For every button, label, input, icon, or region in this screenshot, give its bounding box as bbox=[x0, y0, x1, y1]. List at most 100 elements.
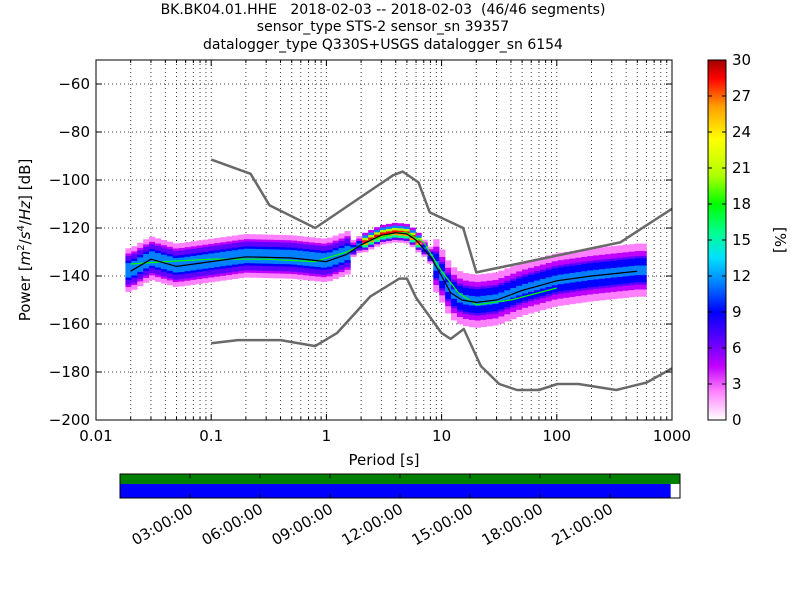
heatmap-cell bbox=[604, 258, 612, 262]
heatmap-cell bbox=[581, 285, 588, 289]
heatmap-cell bbox=[486, 273, 493, 276]
heatmap-cell bbox=[196, 281, 203, 284]
heatmap-cell bbox=[178, 269, 185, 272]
heatmap-cell bbox=[267, 241, 274, 245]
heatmap-cell bbox=[587, 296, 594, 300]
heatmap-cell bbox=[610, 262, 618, 266]
heatmap-cell bbox=[492, 296, 499, 300]
heatmap-cell bbox=[622, 247, 629, 250]
heatmap-cell bbox=[563, 290, 570, 293]
heatmap-cell bbox=[610, 284, 618, 288]
heatmap-cell bbox=[320, 238, 328, 242]
heatmap-cell bbox=[504, 304, 511, 308]
heatmap-cell bbox=[208, 255, 215, 259]
heatmap-cell bbox=[622, 252, 629, 255]
heatmap-cell bbox=[533, 294, 541, 298]
heatmap-cell bbox=[528, 310, 535, 314]
heatmap-cell bbox=[533, 301, 541, 305]
heatmap-cell bbox=[640, 286, 647, 290]
heatmap-cell bbox=[267, 275, 274, 279]
heatmap-cell bbox=[516, 280, 523, 284]
heatmap-cell bbox=[243, 236, 251, 240]
heatmap-cell bbox=[214, 247, 221, 251]
heatmap-cell bbox=[149, 241, 156, 245]
heatmap-cell bbox=[522, 290, 529, 294]
heatmap-cell bbox=[149, 248, 156, 252]
heatmap-cell bbox=[314, 261, 322, 265]
heatmap-cell bbox=[569, 263, 576, 266]
heatmap-cell bbox=[563, 266, 570, 269]
heatmap-cell bbox=[504, 270, 511, 274]
heatmap-cell bbox=[522, 297, 529, 301]
heatmap-cell bbox=[628, 272, 635, 276]
heatmap-cell bbox=[593, 298, 600, 302]
heatmap-cell bbox=[255, 241, 262, 245]
heatmap-cell bbox=[456, 316, 464, 320]
heatmap-cell bbox=[403, 226, 410, 229]
heatmap-cell bbox=[172, 274, 179, 278]
heatmap-cell bbox=[155, 257, 162, 261]
heatmap-cell bbox=[427, 253, 434, 257]
heatmap-cell bbox=[539, 305, 547, 308]
heatmap-cell bbox=[516, 307, 523, 310]
heatmap-cell bbox=[634, 265, 641, 268]
heatmap-cell bbox=[231, 237, 239, 241]
heatmap-cell bbox=[155, 250, 162, 254]
heatmap-cell bbox=[599, 249, 606, 253]
heatmap-cell bbox=[243, 250, 251, 254]
heatmap-cell bbox=[616, 252, 624, 256]
heatmap-cell bbox=[243, 246, 251, 249]
heatmap-cell bbox=[314, 264, 322, 268]
heatmap-cell bbox=[462, 277, 470, 281]
heatmap-cell bbox=[462, 280, 470, 283]
heatmap-cell bbox=[616, 295, 624, 299]
heatmap-cell bbox=[125, 272, 132, 276]
heatmap-cell bbox=[468, 286, 476, 289]
heatmap-cell bbox=[338, 257, 345, 261]
heatmap-cell bbox=[338, 259, 345, 263]
heatmap-cell bbox=[184, 261, 191, 264]
heatmap-cell bbox=[243, 267, 251, 271]
heatmap-cell bbox=[575, 295, 582, 299]
heatmap-cell bbox=[545, 260, 553, 263]
heatmap-cell bbox=[587, 250, 594, 254]
heatmap-cell bbox=[486, 278, 493, 281]
heatmap-cell bbox=[528, 277, 535, 280]
heatmap-cell bbox=[456, 295, 464, 298]
heatmap-cell bbox=[125, 255, 132, 259]
heatmap-cell bbox=[528, 291, 535, 295]
heatmap-cell bbox=[533, 304, 541, 308]
heatmap-cell bbox=[486, 287, 493, 291]
heatmap-cell bbox=[581, 258, 588, 262]
heatmap-cell bbox=[172, 252, 179, 256]
heatmap-cell bbox=[125, 250, 132, 254]
heatmap-cell bbox=[498, 275, 505, 279]
heatmap-cell bbox=[231, 245, 239, 248]
heatmap-cell bbox=[326, 256, 333, 260]
heatmap-cell bbox=[516, 309, 523, 313]
heatmap-cell bbox=[593, 257, 600, 261]
heatmap-cell bbox=[332, 266, 339, 270]
heatmap-cell bbox=[149, 239, 156, 242]
heatmap-cell bbox=[137, 252, 144, 256]
heatmap-cell bbox=[166, 272, 174, 276]
x-tick-label: 100 bbox=[542, 427, 571, 445]
heatmap-cell bbox=[599, 271, 606, 274]
heatmap-cell bbox=[196, 259, 203, 263]
heatmap-cell bbox=[297, 276, 304, 280]
heatmap-cell bbox=[208, 267, 215, 271]
heatmap-cell bbox=[492, 289, 499, 293]
heatmap-cell bbox=[237, 244, 245, 247]
heatmap-cell bbox=[474, 310, 481, 314]
heatmap-cell bbox=[516, 263, 523, 267]
heatmap-cell bbox=[581, 278, 588, 281]
heatmap-cell bbox=[456, 278, 464, 282]
heatmap-cell bbox=[480, 321, 487, 325]
heatmap-cell bbox=[374, 229, 381, 233]
heatmap-cell bbox=[628, 280, 635, 283]
heatmap-cell bbox=[137, 266, 144, 270]
heatmap-cell bbox=[433, 284, 440, 288]
heatmap-cell bbox=[545, 269, 553, 273]
heatmap-cell bbox=[261, 248, 268, 252]
heatmap-cell bbox=[231, 249, 239, 253]
